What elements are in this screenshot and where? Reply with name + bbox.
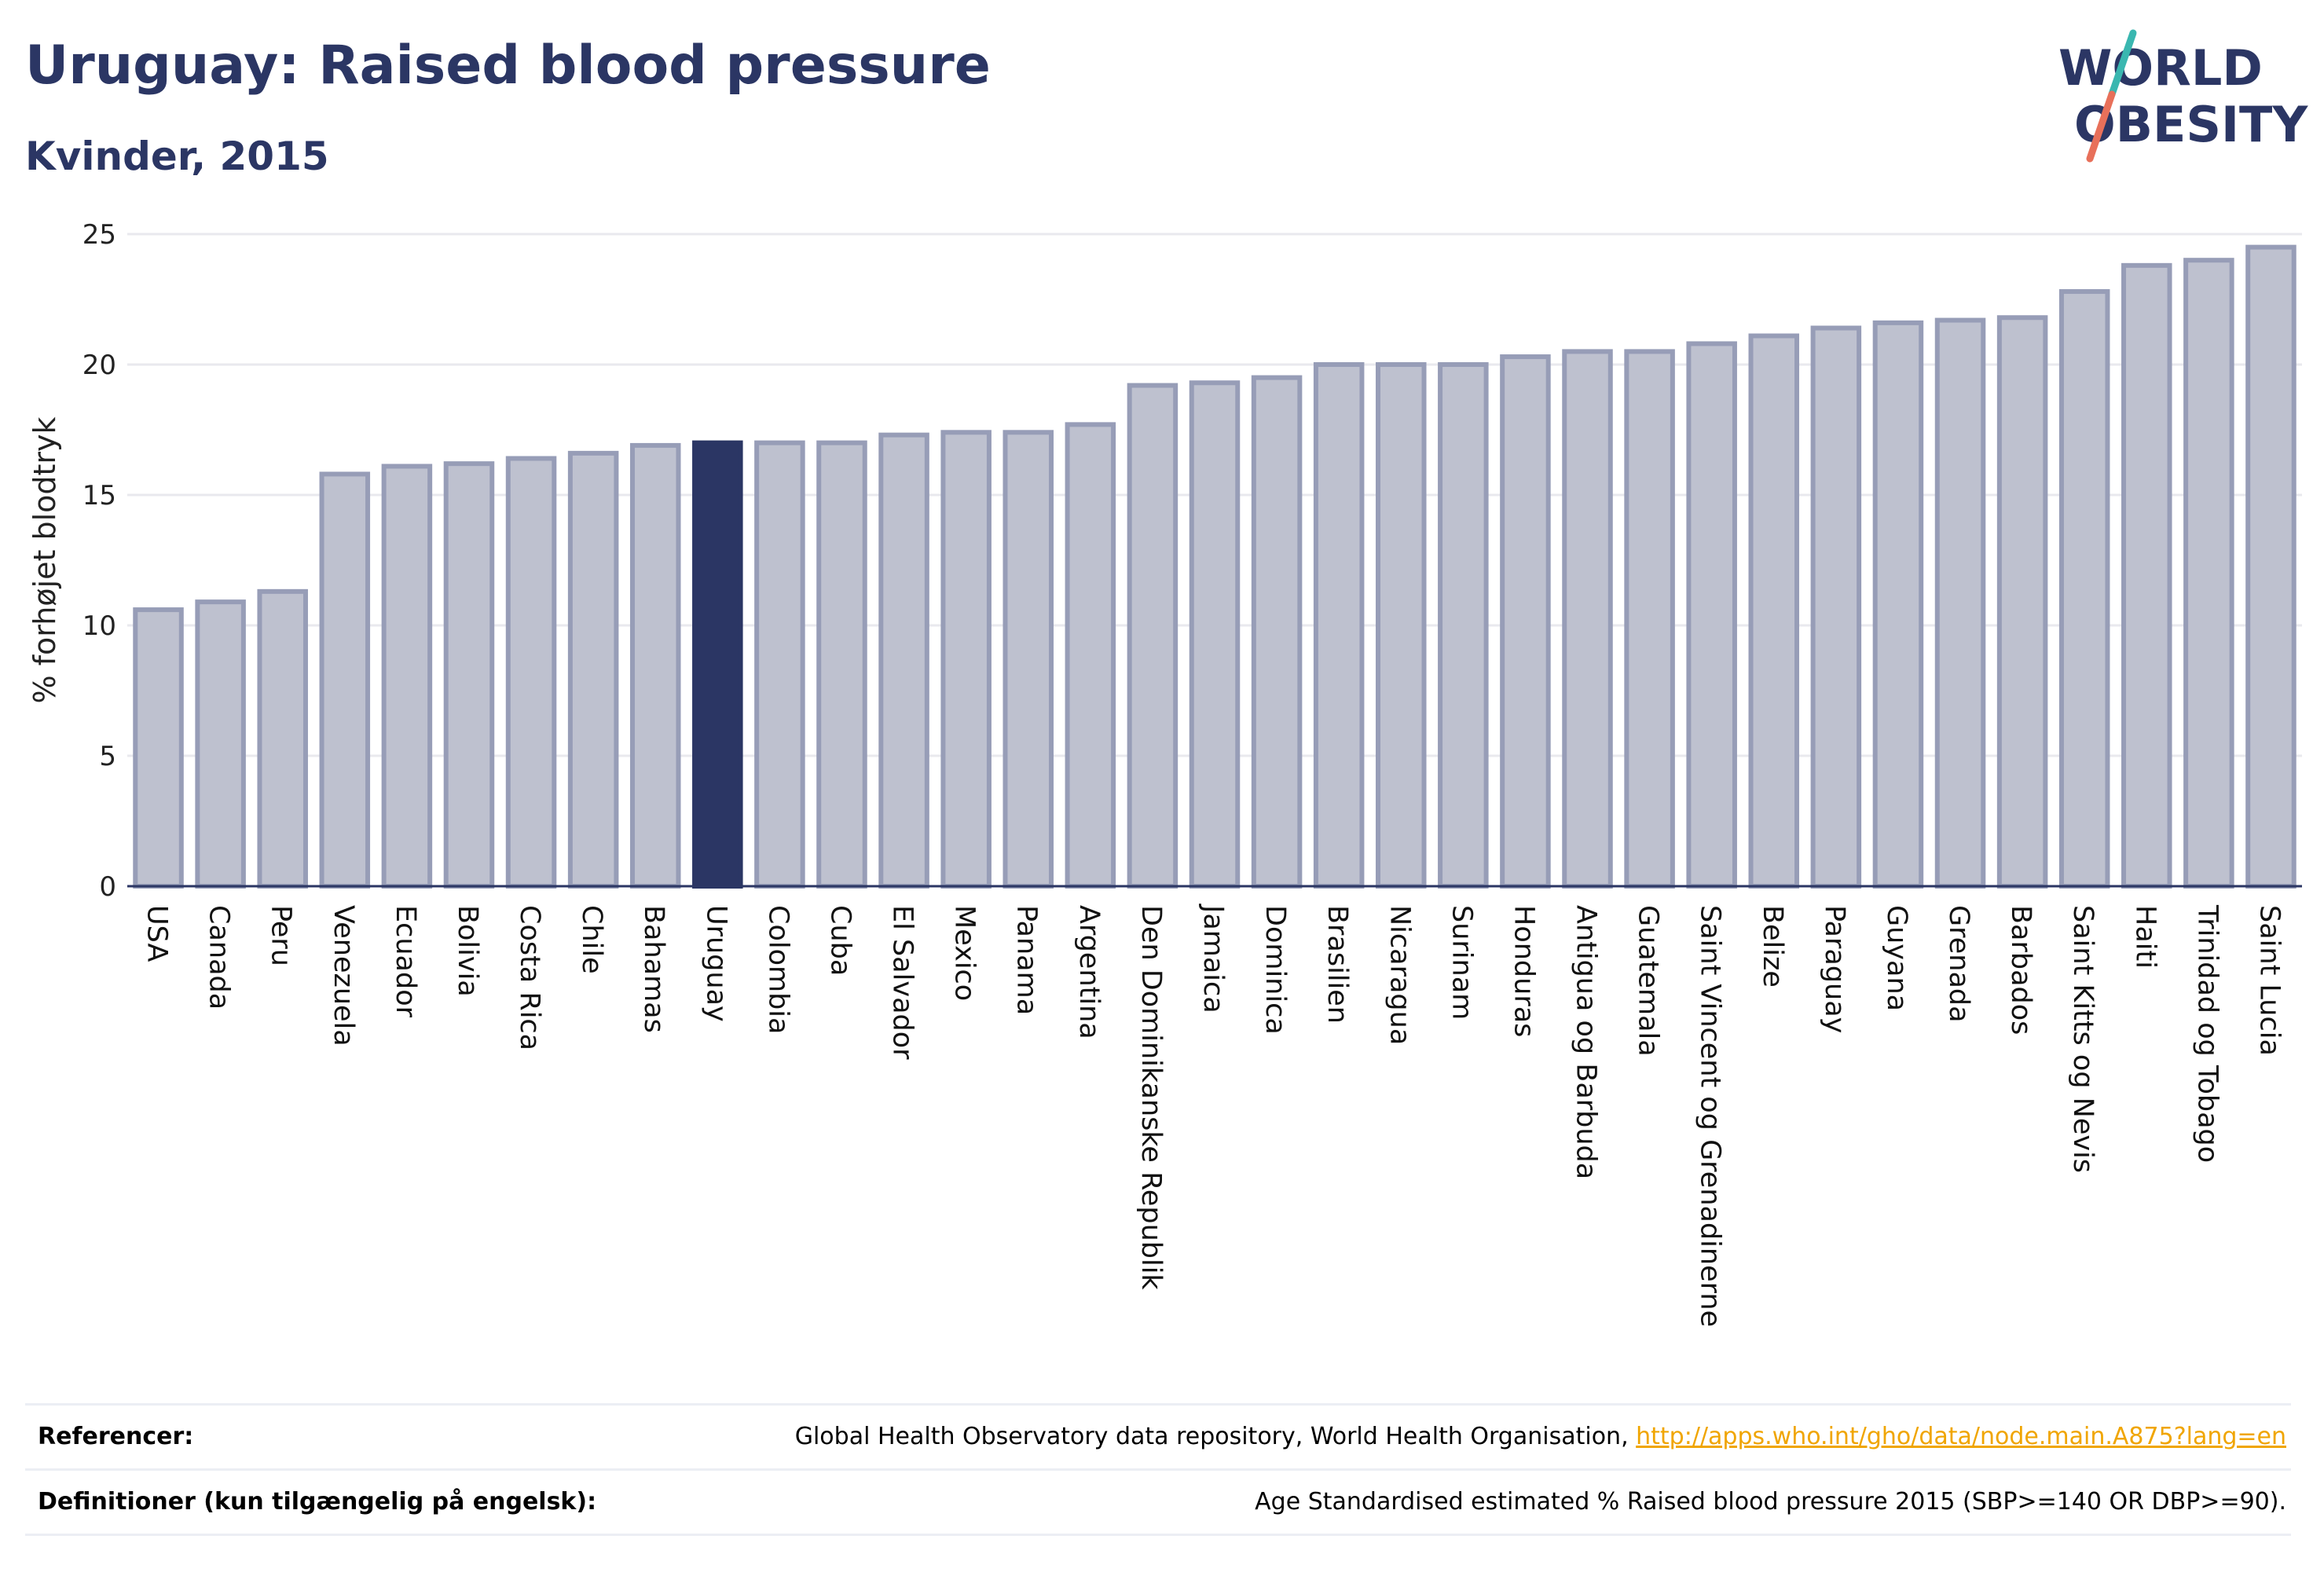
x-tick-label: Belize bbox=[1757, 905, 1788, 988]
x-tick-label: Cuba bbox=[824, 905, 856, 976]
x-tick-label: Honduras bbox=[1508, 905, 1539, 1037]
bar-honduras bbox=[1500, 354, 1551, 889]
y-tick-label: 0 bbox=[99, 871, 116, 903]
x-tick-label: Antigua og Barbuda bbox=[1571, 905, 1602, 1179]
logo-line2: OBESITY bbox=[2074, 96, 2308, 153]
x-tick-label: Canada bbox=[203, 905, 235, 1010]
bar-argentina bbox=[1065, 422, 1116, 889]
who-source-link[interactable]: http://apps.who.int/gho/data/node.main.A… bbox=[1636, 1423, 2286, 1450]
bar-trinidad-og-tobago bbox=[2183, 258, 2234, 889]
logo-slash-teal bbox=[2108, 29, 2137, 98]
x-tick-label: Barbados bbox=[2005, 905, 2036, 1035]
bar-saint-lucia bbox=[2245, 244, 2297, 889]
x-tick-label: Bahamas bbox=[638, 905, 669, 1033]
references-text: Global Health Observatory data repositor… bbox=[794, 1423, 1637, 1450]
y-axis-label: % forhøjet blodtryk bbox=[27, 416, 62, 703]
x-tick-label: El Salvador bbox=[887, 905, 918, 1060]
x-tick-label: Colombia bbox=[762, 905, 794, 1034]
x-tick-label: Paraguay bbox=[1819, 905, 1850, 1033]
bar-haiti bbox=[2121, 262, 2172, 889]
bar-grenada bbox=[1934, 317, 1986, 889]
x-tick-label: Saint Kitts og Nevis bbox=[2067, 905, 2099, 1173]
x-tick-label: Jamaica bbox=[1197, 903, 1229, 1013]
bar-den-dominikanske-republik bbox=[1127, 383, 1178, 889]
x-tick-label: Argentina bbox=[1073, 905, 1105, 1039]
bar-antigua-og-barbuda bbox=[1562, 349, 1613, 889]
x-tick-label: Guatemala bbox=[1633, 905, 1664, 1057]
x-tick-label: Mexico bbox=[949, 905, 981, 1001]
bar-saint-kitts-og-nevis bbox=[2058, 289, 2110, 889]
references-table: Referencer: Global Health Observatory da… bbox=[25, 1403, 2291, 1536]
bar-dominica bbox=[1251, 375, 1303, 889]
bar-mexico bbox=[940, 430, 992, 889]
bar-bolivia bbox=[443, 461, 495, 889]
x-tick-label: Costa Rica bbox=[514, 905, 545, 1050]
definitions-value: Age Standardised estimated % Raised bloo… bbox=[1255, 1488, 2286, 1516]
bar-venezuela bbox=[319, 471, 371, 889]
x-tick-label: Venezuela bbox=[328, 905, 359, 1046]
x-tick-label: Peru bbox=[266, 905, 297, 966]
x-tick-label: Uruguay bbox=[700, 905, 731, 1022]
bar-ecuador bbox=[381, 464, 433, 889]
logo-line1: WORLD bbox=[2058, 39, 2263, 97]
chart-title: Uruguay: Raised blood pressure bbox=[25, 35, 991, 97]
references-value: Global Health Observatory data repositor… bbox=[795, 1423, 2286, 1450]
x-tick-label: Nicaragua bbox=[1384, 905, 1415, 1045]
x-tick-label: Ecuador bbox=[390, 905, 421, 1018]
bar-brasilien bbox=[1313, 362, 1365, 889]
bar-bahamas bbox=[629, 442, 681, 889]
x-tick-label: USA bbox=[141, 905, 173, 962]
logo-slash-coral bbox=[2086, 90, 2116, 163]
definitions-row: Definitioner (kun tilgængelig på engelsk… bbox=[25, 1468, 2291, 1536]
bar-el-salvador bbox=[878, 432, 929, 889]
definitions-label: Definitioner (kun tilgængelig på engelsk… bbox=[38, 1488, 597, 1516]
bar-cuba bbox=[816, 440, 867, 889]
bar-guyana bbox=[1872, 320, 1924, 889]
bar-nicaragua bbox=[1375, 362, 1427, 889]
y-tick-label: 15 bbox=[82, 480, 116, 511]
x-tick-label: Trinidad og Tobago bbox=[2191, 904, 2223, 1163]
y-tick-label: 10 bbox=[82, 610, 116, 642]
bar-chart: 0 5 10 15 20 25 % forhøjet blodtryk USA Canada Pe… bbox=[27, 219, 2302, 1327]
bar-jamaica bbox=[1189, 380, 1241, 889]
references-label: Referencer: bbox=[38, 1423, 194, 1450]
y-tick-label: 25 bbox=[82, 219, 116, 251]
bar-colombia bbox=[754, 440, 805, 889]
x-tick-label: Saint Vincent og Grenadinerne bbox=[1695, 905, 1726, 1327]
x-tick-label: Haiti bbox=[2129, 905, 2161, 969]
bar-saint-vincent-og-grenadinerne bbox=[1686, 341, 1737, 889]
x-tick-label: Grenada bbox=[1943, 905, 1974, 1023]
bar-costa-rica bbox=[505, 456, 557, 889]
bar-panama bbox=[1003, 430, 1054, 889]
bar-guatemala bbox=[1624, 349, 1675, 889]
x-tick-label: Chile bbox=[576, 905, 607, 974]
bar-surinam bbox=[1438, 362, 1489, 889]
x-tick-label: Den Dominikanske Republik bbox=[1135, 905, 1167, 1290]
y-tick-label: 20 bbox=[82, 350, 116, 381]
x-tick-label: Bolivia bbox=[452, 905, 483, 997]
bar-canada bbox=[195, 599, 246, 889]
world-obesity-logo: WORLD OBESITY bbox=[2058, 29, 2308, 163]
y-tick-label: 5 bbox=[99, 741, 116, 772]
bar-belize bbox=[1748, 333, 1800, 889]
x-tick-label: Guyana bbox=[1881, 905, 1912, 1011]
chart-subtitle: Kvinder, 2015 bbox=[25, 134, 329, 179]
bar-chile bbox=[567, 450, 619, 889]
bar-uruguay bbox=[692, 440, 743, 889]
x-tick-label: Surinam bbox=[1446, 905, 1477, 1020]
x-tick-label: Saint Lucia bbox=[2253, 905, 2285, 1056]
references-row: Referencer: Global Health Observatory da… bbox=[25, 1403, 2291, 1468]
x-tick-label: Brasilien bbox=[1321, 905, 1353, 1024]
bar-barbados bbox=[1996, 315, 2048, 889]
bar-peru bbox=[257, 588, 308, 889]
bar-paraguay bbox=[1810, 325, 1862, 889]
x-tick-label: Dominica bbox=[1259, 905, 1291, 1035]
bar-usa bbox=[133, 607, 184, 889]
x-tick-label: Panama bbox=[1011, 905, 1043, 1015]
